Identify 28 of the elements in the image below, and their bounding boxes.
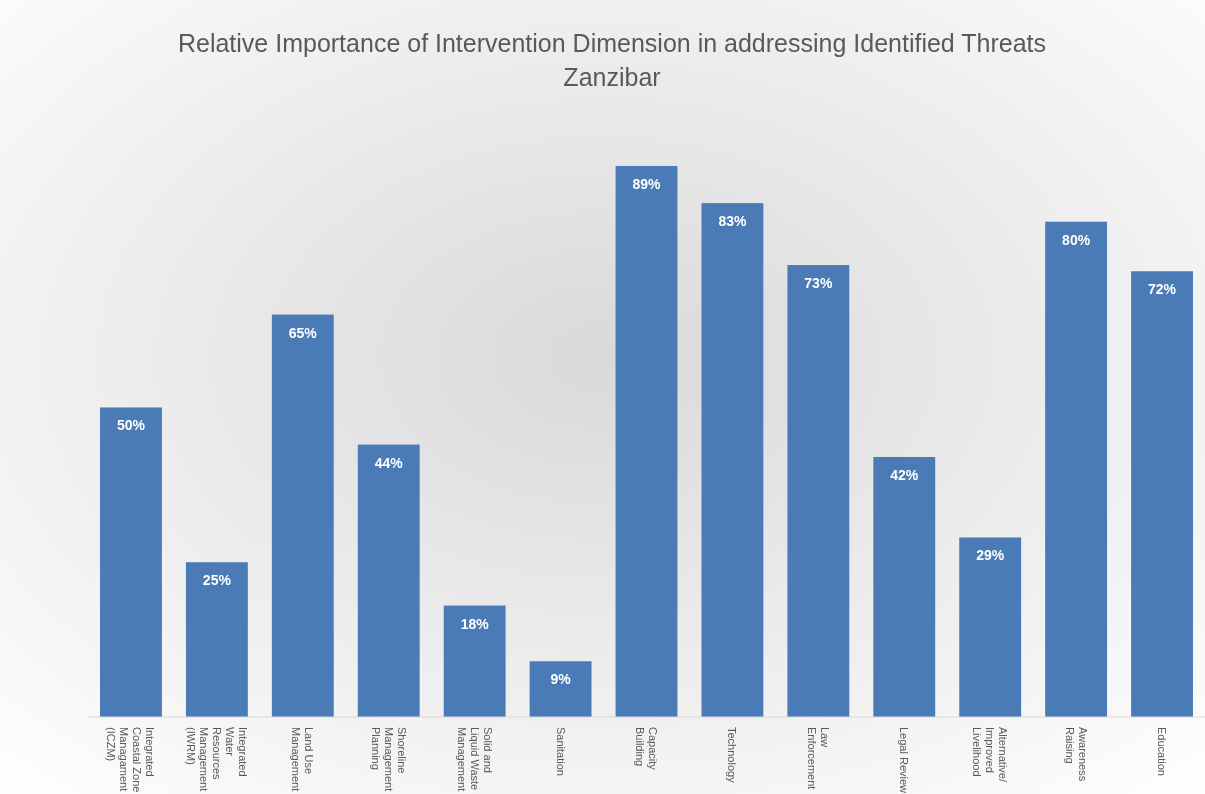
x-tick-label: Integrated Water Resources Management (IWRM) <box>184 727 249 792</box>
data-label: 9% <box>550 671 572 688</box>
data-label: 83% <box>718 213 747 230</box>
data-label: 18% <box>460 615 490 632</box>
chart-title: Relative Importance of Intervention Dimension in addressing Identified Threats <box>177 29 1047 57</box>
x-tick-label: Alternative/Improved Livelihood <box>971 727 1010 783</box>
x-tick-label: Technology <box>726 727 739 784</box>
x-tick-label: Land Use Management <box>290 727 316 792</box>
data-label: 29% <box>976 547 1005 564</box>
data-label: 50% <box>116 417 146 434</box>
x-tick-label: Capacity Building <box>634 727 659 771</box>
data-label: 44% <box>374 454 404 471</box>
x-tick-label: Sanitation <box>554 727 567 776</box>
x-tick-label: Awareness Raising <box>1063 727 1089 782</box>
x-tick-label: Law Enforcement <box>805 727 831 790</box>
data-label: 42% <box>890 466 919 483</box>
data-label: 89% <box>632 176 662 192</box>
data-label: 80% <box>1062 231 1091 248</box>
data-label: 65% <box>288 324 318 341</box>
x-tick-label: Integrated Coastal Zone Managament (ICZM) <box>105 727 157 793</box>
x-tick-label: Solid and Liquid Waste Management <box>455 727 494 792</box>
data-label: 73% <box>804 275 833 292</box>
x-tick-label: Legal Review <box>898 727 911 794</box>
chart-subtitle: Zanzibar <box>563 63 661 91</box>
data-label: 72% <box>1148 281 1177 298</box>
x-tick-label: Shoreline Management Planning <box>369 727 408 792</box>
x-tick-label: Education <box>1156 727 1169 776</box>
data-label: 25% <box>202 572 232 589</box>
